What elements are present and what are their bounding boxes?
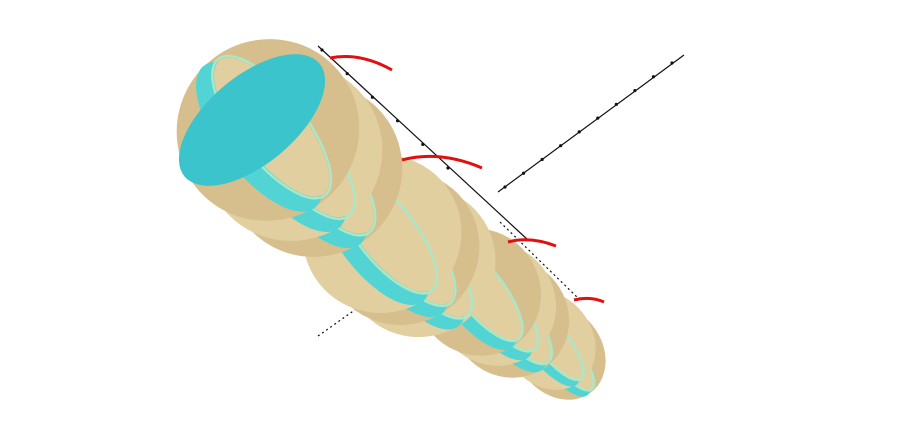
tick-h-9 [670, 61, 674, 65]
banded-surface [176, 39, 606, 400]
axis-depth-ext [499, 221, 581, 301]
tick-v-3 [396, 119, 400, 123]
rim-2 [401, 154, 483, 170]
tick-h-7 [633, 88, 637, 93]
ticks-vertical [320, 48, 450, 170]
rim-3 [507, 238, 557, 248]
rim-4 [573, 296, 605, 304]
tick-h-0 [503, 185, 507, 189]
axis-horizontal [497, 54, 685, 193]
surface-front-cap [178, 54, 326, 186]
rim-1 [329, 55, 393, 72]
ticks-horizontal [503, 61, 674, 189]
tick-h-1 [521, 171, 526, 175]
tick-h-5 [596, 116, 600, 120]
tick-v-0 [320, 48, 324, 52]
tick-v-2 [370, 95, 374, 99]
tick-h-6 [614, 102, 618, 106]
tick-v-1 [345, 72, 349, 76]
tick-h-8 [651, 75, 656, 79]
tick-h-2 [540, 157, 544, 162]
tick-v-5 [446, 166, 450, 170]
tick-h-4 [577, 130, 581, 134]
tick-v-4 [421, 142, 425, 146]
tick-h-3 [559, 144, 563, 148]
